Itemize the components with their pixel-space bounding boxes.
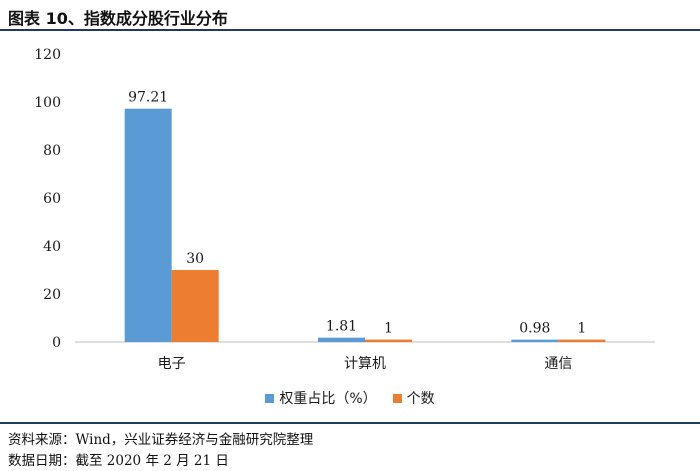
data-label: 1 <box>384 321 393 337</box>
legend-swatch-count <box>392 393 402 403</box>
chart-legend: 权重占比（%） 个数 <box>0 388 700 408</box>
data-label: 0.98 <box>519 321 550 337</box>
data-label: 30 <box>186 251 204 267</box>
y-tick-label: 20 <box>43 287 61 303</box>
legend-item-weight: 权重占比（%） <box>265 388 377 408</box>
legend-item-count: 个数 <box>392 388 435 408</box>
y-tick-label: 80 <box>43 143 61 159</box>
data-label: 1.81 <box>326 319 357 335</box>
y-tick-label: 40 <box>43 239 61 255</box>
figure-title: 图表 10、指数成分股行业分布 <box>8 9 228 28</box>
legend-label-count: 个数 <box>406 391 435 407</box>
title-rule <box>0 29 700 31</box>
y-tick-label: 60 <box>43 191 61 207</box>
category-label: 电子 <box>158 356 186 372</box>
category-label: 计算机 <box>344 356 386 372</box>
y-tick-label: 120 <box>34 47 61 63</box>
data-label: 1 <box>577 321 586 337</box>
bar <box>318 337 365 342</box>
bar-chart: 0 20 40 60 80 100 120 97.21 30 电子 1.81 1 计算机 0.98 1 通信 <box>34 47 655 372</box>
bar <box>511 339 559 342</box>
y-tick-label: 0 <box>52 335 61 351</box>
bar <box>558 339 606 342</box>
date-note: 数据日期：截至 2020 年 2 月 21 日 <box>8 453 229 469</box>
data-label: 97.21 <box>128 90 168 106</box>
legend-label-weight: 权重占比（%） <box>279 391 377 407</box>
bar <box>124 108 172 342</box>
y-tick-label: 100 <box>34 95 61 111</box>
category-label: 通信 <box>544 356 572 372</box>
source-note: 资料来源：Wind，兴业证券经济与金融研究院整理 <box>8 432 314 448</box>
footer-rule <box>0 422 700 424</box>
legend-swatch-weight <box>265 393 275 403</box>
bar <box>365 339 412 342</box>
bar <box>171 270 219 342</box>
